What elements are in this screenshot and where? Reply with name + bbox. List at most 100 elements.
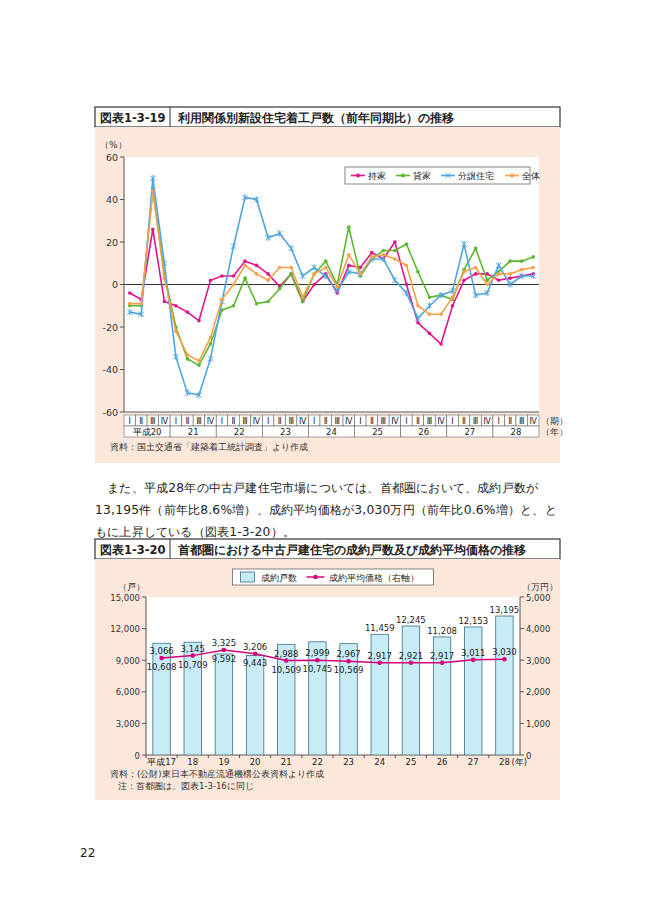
series-marker (508, 281, 513, 287)
series-marker (277, 230, 282, 236)
page: 図表1-3-19利用関係別新設住宅着工戸数（前年同期比）の推移（%）-60-40… (0, 0, 669, 916)
x-tick-label: 28 (499, 757, 510, 767)
series-marker (335, 285, 339, 289)
x-tick-label: 22 (312, 757, 323, 767)
data-label: 9,443 (243, 658, 267, 668)
y2-tick (520, 755, 524, 756)
year-label: 平成20 (133, 427, 162, 437)
series-marker (163, 300, 167, 304)
x-tick-label: Ⅳ (345, 417, 353, 426)
data-label: 10,745 (303, 664, 333, 674)
series-marker (232, 274, 236, 278)
series-marker (139, 302, 143, 306)
series-marker (370, 251, 374, 255)
year-cell (447, 426, 493, 437)
y-axis (124, 157, 125, 412)
y-tick-label: 60 (106, 152, 118, 163)
quarter-cell (458, 415, 470, 426)
y-tick (142, 628, 146, 629)
series-marker (139, 311, 144, 317)
series-marker (531, 266, 535, 270)
x-tick-label: 26 (437, 757, 448, 767)
series-marker (278, 266, 282, 270)
series-marker (284, 658, 289, 663)
year-label: 23 (280, 427, 291, 437)
quarter-cell (297, 415, 309, 426)
y2-tick-label: 5,000 (526, 593, 550, 603)
figure-title: 首都圏における中古戸建住宅の成約戸数及び成約平均価格の推移 (177, 543, 526, 557)
quarter-cell (147, 415, 159, 426)
legend-label: 持家 (368, 171, 386, 181)
series-marker (242, 194, 247, 200)
series-marker (196, 392, 201, 398)
series-line (130, 229, 533, 344)
series-marker (174, 329, 178, 333)
x-tick-label: 27 (468, 757, 479, 767)
quarter-cell (274, 415, 286, 426)
data-label: 12,245 (396, 615, 426, 625)
series-marker (473, 292, 478, 298)
legend-label: 貸家 (413, 171, 431, 181)
x-tick-label: Ⅳ (207, 417, 215, 426)
bar (215, 654, 232, 755)
series-marker (485, 290, 490, 296)
series-marker (312, 283, 316, 287)
series-marker (497, 272, 501, 276)
y-tick (142, 755, 146, 756)
y2-axis (520, 597, 521, 755)
legend-marker (313, 575, 317, 579)
series-marker (209, 278, 213, 282)
x-tick-label: 18 (187, 757, 198, 767)
y-tick (120, 284, 124, 285)
data-label: 2,917 (368, 651, 392, 661)
quarter-cell (205, 415, 217, 426)
series-marker (266, 300, 270, 304)
x-tick-label: Ⅱ (324, 417, 328, 426)
y-tick-label: 9,000 (116, 656, 140, 666)
x-tick (301, 755, 302, 758)
x-tick-label: Ⅳ (530, 417, 538, 426)
series-marker (312, 264, 317, 270)
y-tick-label: 12,000 (110, 624, 140, 634)
x-tick-label: 24 (374, 757, 385, 767)
series-marker (289, 245, 294, 251)
series-marker (301, 300, 305, 304)
quarter-cell (366, 415, 378, 426)
series-marker (508, 276, 512, 280)
x-tick-label: Ⅲ (519, 417, 525, 426)
year-cell (401, 426, 447, 437)
year-label: 28 (511, 427, 522, 437)
data-label: 9,592 (212, 654, 236, 664)
series-marker (508, 259, 512, 263)
source: 資料：国土交通省「建築着工統計調査」より作成 (110, 442, 308, 452)
x-tick-label: 19 (219, 757, 230, 767)
y-tick (142, 597, 146, 598)
x-tick-label: Ⅰ (451, 417, 453, 426)
series-marker (440, 661, 445, 666)
x-tick-label: Ⅳ (299, 417, 307, 426)
x-group-label: （年） (541, 427, 568, 437)
series-marker (381, 256, 386, 262)
series-marker (474, 266, 478, 270)
year-cell (262, 426, 308, 437)
series-marker (409, 660, 414, 665)
y2-tick (520, 597, 524, 598)
y-tick-label: -20 (102, 322, 118, 333)
plot-area (146, 597, 520, 755)
y-tick-label: 0 (135, 751, 140, 761)
x-tick-label: Ⅰ (175, 417, 177, 426)
series-marker (502, 657, 507, 662)
series-marker (335, 288, 340, 294)
series-marker (451, 304, 455, 308)
series-marker (255, 272, 259, 276)
x-tick (177, 755, 178, 758)
data-label: 11,459 (365, 623, 395, 633)
series-marker (151, 227, 155, 231)
data-label: 2,917 (430, 651, 454, 661)
quarter-cell (124, 415, 136, 426)
series-marker (438, 292, 443, 298)
data-label: 10,709 (178, 660, 208, 670)
x-axis-label: （期） (541, 416, 568, 426)
series-marker (324, 266, 328, 270)
data-label: 10,509 (271, 665, 301, 675)
